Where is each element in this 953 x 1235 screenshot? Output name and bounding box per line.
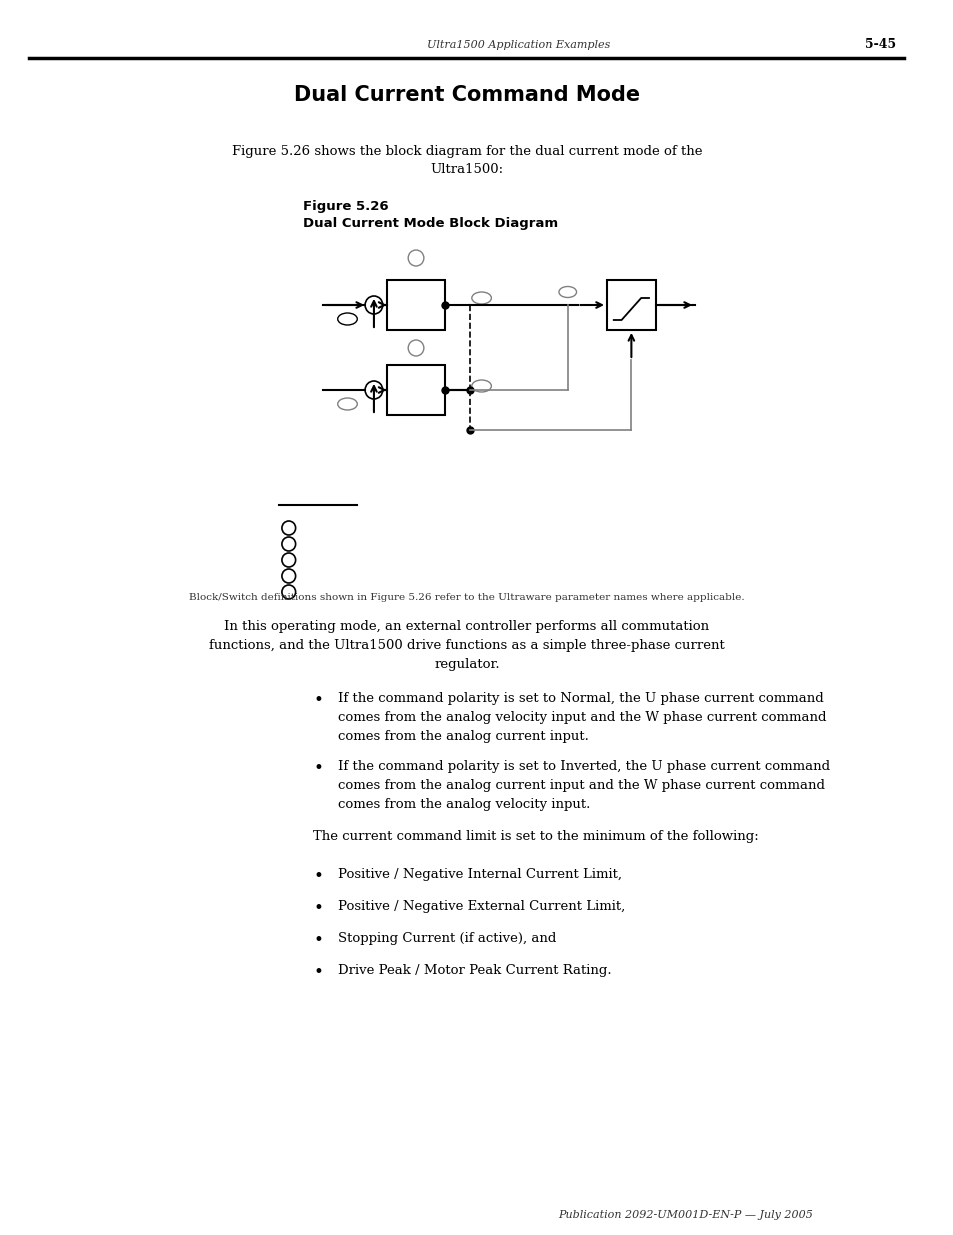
Text: Positive / Negative External Current Limit,: Positive / Negative External Current Lim…	[337, 900, 624, 913]
Text: Publication 2092-UM001D-EN-P — July 2005: Publication 2092-UM001D-EN-P — July 2005	[558, 1210, 812, 1220]
Text: •: •	[313, 868, 323, 885]
Bar	[386, 280, 445, 330]
Text: Block/Switch definitions shown in Figure 5.26 refer to the Ultraware parameter n: Block/Switch definitions shown in Figure…	[189, 593, 744, 601]
Text: Stopping Current (if active), and: Stopping Current (if active), and	[337, 932, 556, 945]
Text: •: •	[313, 932, 323, 948]
Text: If the command polarity is set to Normal, the U phase current command
comes from: If the command polarity is set to Normal…	[337, 692, 825, 743]
Text: The current command limit is set to the minimum of the following:: The current command limit is set to the …	[313, 830, 759, 844]
Text: In this operating mode, an external controller performs all commutation
function: In this operating mode, an external cont…	[209, 620, 724, 671]
Text: •: •	[313, 760, 323, 777]
Text: If the command polarity is set to Inverted, the U phase current command
comes fr: If the command polarity is set to Invert…	[337, 760, 829, 811]
Text: Positive / Negative Internal Current Limit,: Positive / Negative Internal Current Lim…	[337, 868, 621, 881]
Text: Dual Current Mode Block Diagram: Dual Current Mode Block Diagram	[303, 217, 558, 230]
Text: Ultra1500 Application Examples: Ultra1500 Application Examples	[427, 40, 610, 49]
Text: 5-45: 5-45	[864, 38, 896, 52]
Text: •: •	[313, 692, 323, 709]
Text: Dual Current Command Mode: Dual Current Command Mode	[294, 85, 639, 105]
Text: •: •	[313, 965, 323, 981]
Text: •: •	[313, 900, 323, 918]
Text: Figure 5.26: Figure 5.26	[303, 200, 389, 212]
Text: Drive Peak / Motor Peak Current Rating.: Drive Peak / Motor Peak Current Rating.	[337, 965, 611, 977]
Bar	[386, 366, 445, 415]
Text: Figure 5.26 shows the block diagram for the dual current mode of the
Ultra1500:: Figure 5.26 shows the block diagram for …	[232, 144, 701, 177]
Bar	[606, 280, 655, 330]
